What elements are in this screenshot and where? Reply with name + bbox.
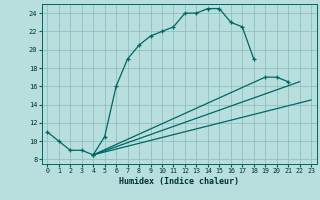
X-axis label: Humidex (Indice chaleur): Humidex (Indice chaleur) <box>119 177 239 186</box>
